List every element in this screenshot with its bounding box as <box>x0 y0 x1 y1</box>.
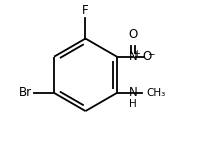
Text: +: + <box>133 49 140 58</box>
Text: Br: Br <box>19 86 32 99</box>
Text: O: O <box>143 50 152 63</box>
Text: H: H <box>129 99 137 110</box>
Text: −: − <box>147 50 155 59</box>
Text: F: F <box>82 4 89 17</box>
Text: CH₃: CH₃ <box>147 88 166 98</box>
Text: N: N <box>128 86 137 99</box>
Text: O: O <box>128 28 137 41</box>
Text: N: N <box>128 50 137 63</box>
